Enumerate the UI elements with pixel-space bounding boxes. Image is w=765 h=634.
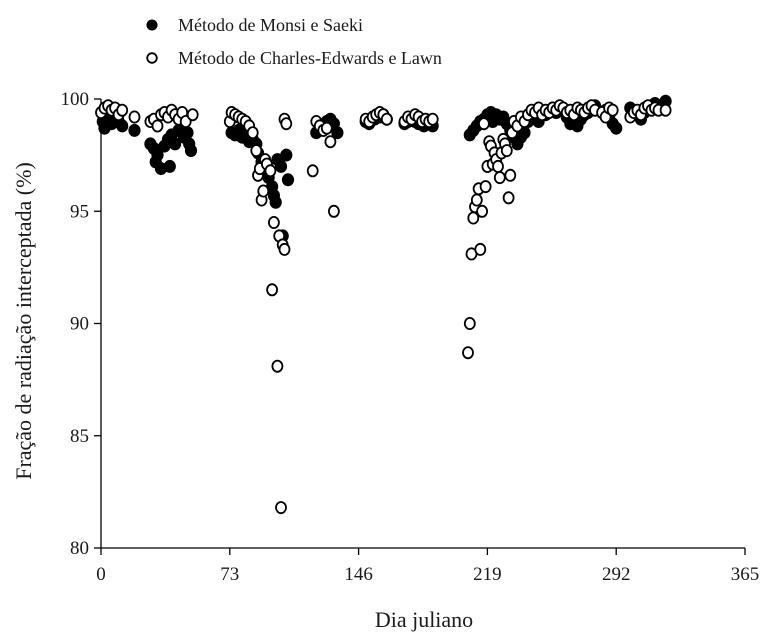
point-charles-edwards-lawn [492, 159, 504, 173]
point-charles-edwards-lawn [462, 346, 474, 360]
point-charles-edwards-lawn [659, 103, 672, 117]
point-monsi-saeki [281, 173, 295, 187]
point-charles-edwards-lawn [267, 215, 280, 229]
series-charles-edwards-lawn [95, 99, 672, 515]
x-tick-label: 219 [473, 564, 502, 585]
point-charles-edwards-lawn [606, 103, 619, 117]
point-charles-edwards-lawn [493, 171, 506, 185]
legend-label-charles-edwards-lawn: Método de Charles-Edwards e Lawn [178, 48, 442, 68]
y-tick-label: 95 [70, 201, 89, 222]
point-charles-edwards-lawn [246, 126, 259, 140]
point-charles-edwards-lawn [128, 110, 141, 124]
point-charles-edwards-lawn [477, 117, 490, 131]
point-charles-edwards-lawn [324, 135, 337, 149]
point-charles-edwards-lawn [476, 204, 489, 218]
y-tick-label: 90 [70, 314, 89, 335]
point-charles-edwards-lawn [116, 103, 129, 117]
data-points [95, 94, 672, 515]
point-charles-edwards-lawn [275, 501, 287, 515]
point-monsi-saeki [184, 144, 198, 158]
point-charles-edwards-lawn [186, 108, 199, 122]
y-tick-label: 100 [61, 89, 90, 110]
x-ticks: 0 73 146 219 292 365 [96, 548, 759, 585]
point-monsi-saeki [274, 159, 288, 173]
point-charles-edwards-lawn [380, 112, 393, 126]
point-monsi-saeki [331, 126, 344, 140]
legend: Método de Monsi e Saeki Método de Charle… [146, 15, 442, 68]
point-monsi-saeki [280, 148, 293, 162]
legend-marker-monsi-saeki [146, 19, 158, 31]
point-charles-edwards-lawn [250, 144, 263, 158]
point-monsi-saeki [128, 123, 141, 137]
point-monsi-saeki [610, 121, 623, 135]
point-charles-edwards-lawn [264, 164, 277, 178]
point-charles-edwards-lawn [502, 191, 515, 205]
x-tick-label: 73 [220, 564, 239, 585]
x-axis-label: Dia juliano [375, 607, 473, 632]
point-monsi-saeki [151, 148, 164, 162]
y-axis-label: Fração de radiação interceptada (%) [11, 162, 36, 480]
point-charles-edwards-lawn [280, 117, 293, 131]
point-monsi-saeki [181, 126, 194, 140]
point-charles-edwards-lawn [474, 242, 487, 256]
point-charles-edwards-lawn [151, 119, 164, 133]
point-charles-edwards-lawn [278, 242, 291, 256]
point-charles-edwards-lawn [500, 144, 513, 158]
point-charles-edwards-lawn [479, 180, 492, 194]
y-ticks: 80 85 90 95 100 [61, 89, 101, 559]
x-tick-label: 365 [731, 564, 760, 585]
x-tick-label: 0 [96, 564, 106, 585]
y-tick-label: 80 [70, 538, 89, 559]
point-charles-edwards-lawn [266, 283, 279, 297]
x-tick-label: 146 [344, 564, 373, 585]
point-charles-edwards-lawn [426, 112, 439, 126]
point-charles-edwards-lawn [504, 168, 517, 182]
y-tick-label: 85 [70, 426, 89, 447]
point-charles-edwards-lawn [320, 121, 333, 135]
point-charles-edwards-lawn [463, 316, 476, 330]
point-charles-edwards-lawn [470, 193, 483, 207]
point-monsi-saeki [116, 119, 129, 133]
point-charles-edwards-lawn [306, 164, 319, 178]
point-charles-edwards-lawn [257, 184, 270, 198]
legend-marker-charles-edwards-lawn [146, 52, 158, 64]
point-charles-edwards-lawn [327, 204, 340, 218]
point-monsi-saeki [163, 159, 176, 173]
axes: 0 73 146 219 292 365 80 85 90 95 100 [61, 89, 760, 585]
x-tick-label: 292 [602, 564, 631, 585]
point-charles-edwards-lawn [271, 359, 284, 373]
point-monsi-saeki [269, 195, 282, 209]
legend-label-monsi-saeki: Método de Monsi e Saeki [178, 15, 363, 35]
point-monsi-saeki [169, 137, 182, 151]
